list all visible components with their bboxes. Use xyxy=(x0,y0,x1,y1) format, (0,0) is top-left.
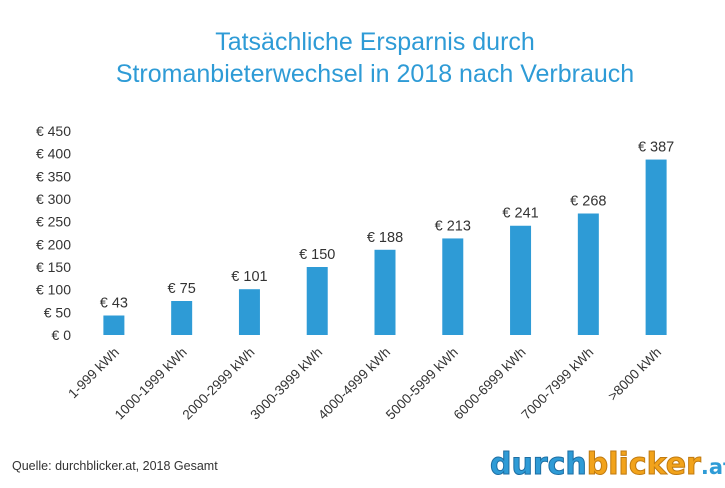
chart-title-line-2: Stromanbieterwechsel in 2018 nach Verbra… xyxy=(116,60,634,88)
x-tick-label: >8000 kWh xyxy=(605,345,664,404)
x-tick-label: 1000-1999 kWh xyxy=(112,345,190,423)
data-label: € 387 xyxy=(638,140,674,156)
bar xyxy=(171,301,193,335)
logo-wordmark: durchblicker.at xyxy=(490,447,725,482)
x-tick-label: 4000-4999 kWh xyxy=(315,345,393,423)
y-tick-label: € 250 xyxy=(36,214,71,230)
data-label: € 268 xyxy=(570,194,606,210)
y-tick-label: € 400 xyxy=(36,146,71,162)
x-tick-label: 7000-7999 kWh xyxy=(518,345,596,423)
durchblicker-logo: durchblicker.at xyxy=(490,447,725,483)
data-labels: € 43 € 75 € 101 € 150 € 188 € 213 € 241 € 268 € … xyxy=(100,140,674,312)
bar xyxy=(238,289,260,335)
bar xyxy=(510,225,532,335)
y-tick-label: € 100 xyxy=(36,282,71,298)
bar xyxy=(103,315,125,335)
data-label: € 150 xyxy=(299,247,335,263)
bar xyxy=(374,249,396,335)
source-note: Quelle: durchblicker.at, 2018 Gesamt xyxy=(12,459,218,473)
y-tick-label: € 350 xyxy=(36,168,71,184)
data-label: € 75 xyxy=(168,281,196,297)
bar xyxy=(577,213,599,335)
y-axis: € 0 € 50 € 100 € 150 € 200 € 250 € 300 € 350 € 4… xyxy=(36,123,71,343)
data-label: € 101 xyxy=(231,269,267,285)
y-tick-label: € 450 xyxy=(36,123,71,139)
y-tick-label: € 150 xyxy=(36,259,71,275)
data-label: € 43 xyxy=(100,296,128,312)
y-tick-label: € 0 xyxy=(52,327,72,343)
x-tick-label: 6000-6999 kWh xyxy=(451,345,529,423)
y-tick-label: € 200 xyxy=(36,236,71,252)
bar xyxy=(306,267,328,335)
data-label: € 188 xyxy=(367,230,403,246)
logo-part-at: .at xyxy=(701,455,725,479)
bar-series xyxy=(103,159,667,335)
logo-part-blicker: blicker xyxy=(587,447,701,482)
chart-title: Tatsächliche Ersparnis durch Stromanbiet… xyxy=(116,28,634,88)
data-label: € 241 xyxy=(502,206,538,222)
chart-title-line-1: Tatsächliche Ersparnis durch xyxy=(215,28,535,56)
x-tick-label: 2000-2999 kWh xyxy=(180,345,258,423)
bar xyxy=(645,159,667,335)
y-tick-label: € 50 xyxy=(44,304,71,320)
bar xyxy=(442,238,464,335)
logo-part-durch: durch xyxy=(490,447,587,482)
y-tick-label: € 300 xyxy=(36,191,71,207)
data-label: € 213 xyxy=(435,218,471,234)
x-tick-label: 5000-5999 kWh xyxy=(383,345,461,423)
x-tick-label: 3000-3999 kWh xyxy=(247,345,325,423)
x-tick-label: 1-999 kWh xyxy=(65,345,122,402)
